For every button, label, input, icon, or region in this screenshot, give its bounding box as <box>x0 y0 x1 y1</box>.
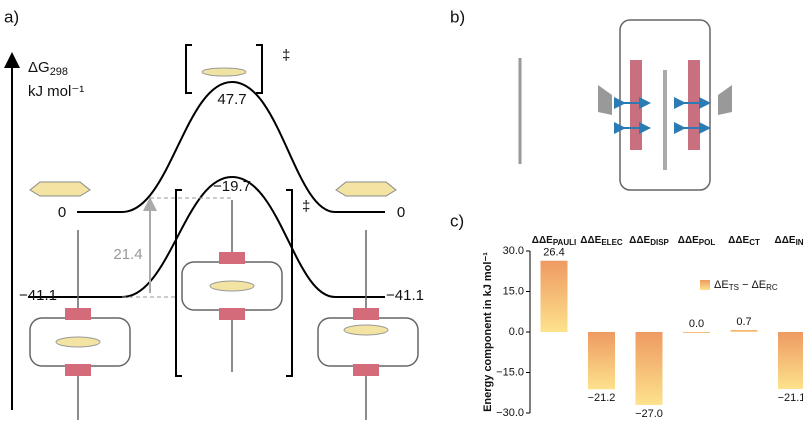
macrocycle <box>181 200 283 372</box>
panel-label: b) <box>450 7 465 26</box>
value-label: 0.0 <box>689 318 704 330</box>
value-label: 0.7 <box>736 316 751 328</box>
macrocycle <box>317 230 419 420</box>
energy-diagram: ΔG298 kJ mol⁻¹ 21.4 0 47.7 0 −41.1 −19.7… <box>4 44 424 420</box>
level-label: −41.1 <box>386 287 424 304</box>
lower-profile <box>28 175 385 298</box>
macrocycle <box>29 230 131 420</box>
y-tick-label: −30.0 <box>496 407 524 419</box>
ts-mark: ‡ <box>282 47 290 64</box>
y-tick-label: 0.0 <box>509 326 524 338</box>
level-label: −19.7 <box>213 178 251 195</box>
x-category-label: ΔΔEPOL <box>678 235 716 247</box>
upper-profile <box>77 80 385 213</box>
bar <box>540 260 568 332</box>
molecule <box>201 67 247 77</box>
x-category-label: ΔΔECT <box>728 235 760 247</box>
ts-bracket <box>185 44 263 94</box>
level-label: 0 <box>397 204 405 221</box>
ts-bracket <box>175 189 293 377</box>
x-category-label: ΔΔEPAULI <box>532 235 576 247</box>
x-category-label: ΔΔEINT <box>775 235 803 247</box>
value-label: −27.0 <box>635 408 663 420</box>
level-label: −41.1 <box>19 287 57 304</box>
bar <box>730 330 758 332</box>
axis-unit: kJ mol⁻¹ <box>28 83 84 100</box>
y-axis-title: Energy component in kJ mol⁻¹ <box>482 252 494 412</box>
legend-swatch <box>700 280 710 290</box>
y-tick-label: −15.0 <box>496 366 524 378</box>
value-label: −21.2 <box>588 392 616 404</box>
structure-view <box>518 19 732 191</box>
legend-label: ΔETS − ΔERC <box>714 279 778 292</box>
x-category-label: ΔΔEELEC <box>580 235 623 247</box>
level-label: 0 <box>58 204 66 221</box>
bar <box>635 332 663 405</box>
bar <box>588 332 615 390</box>
bar <box>778 332 803 389</box>
x-category-label: ΔΔEDISP <box>629 235 669 247</box>
y-tick-label: 30.0 <box>503 245 524 257</box>
bar-chart: Energy component in kJ mol⁻¹ 30.0 15.0 0.0… <box>482 235 803 420</box>
value-label: −21.1 <box>778 392 803 404</box>
axis-label: ΔG298 <box>28 59 68 78</box>
value-label: 26.4 <box>543 247 564 259</box>
level-label: 47.7 <box>217 91 246 108</box>
molecule <box>335 181 397 197</box>
ts-mark: ‡ <box>302 198 310 215</box>
molecule <box>29 181 91 197</box>
panel-label: a) <box>4 7 19 26</box>
y-tick-label: 15.0 <box>503 285 524 297</box>
panel-label: c) <box>450 211 464 230</box>
barrier-label: 21.4 <box>113 246 142 263</box>
bar <box>683 332 710 333</box>
